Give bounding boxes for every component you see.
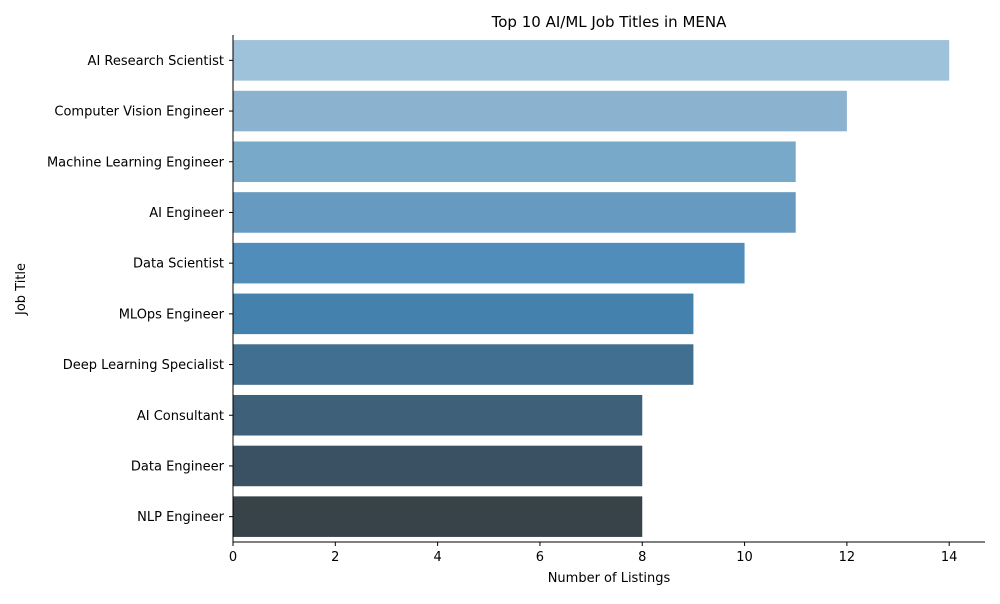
y-tick-label: NLP Engineer [137,510,224,525]
bar [233,445,643,487]
bar [233,242,745,284]
bar [233,90,847,132]
bar [233,141,796,183]
x-tick-label: 8 [638,550,646,565]
bar [233,344,694,385]
bar [233,394,643,436]
y-tick-label: Data Scientist [133,257,224,272]
x-tick-label: 6 [536,550,544,565]
x-tick-label: 12 [839,550,856,565]
bar [233,496,643,537]
y-tick-label: AI Research Scientist [88,54,224,69]
y-tick-label: Machine Learning Engineer [47,155,225,170]
x-tick-label: 10 [736,550,753,565]
y-tick-label: Data Engineer [131,459,225,474]
y-tick-label: AI Consultant [137,409,224,424]
y-tick-label: Computer Vision Engineer [54,105,224,120]
bars-group [233,40,950,537]
y-tick-label: AI Engineer [149,206,224,221]
axes-frame [232,35,985,543]
y-tick-label: Deep Learning Specialist [63,358,224,373]
x-tick-label: 14 [941,550,958,565]
x-axis-ticks: 0 2 4 6 8 10 12 14 [229,542,958,565]
chart-title: Top 10 AI/ML Job Titles in MENA [491,13,727,31]
x-tick-label: 2 [331,550,339,565]
y-axis-ticks: AI Research Scientist Computer Vision Eng… [47,54,233,525]
x-tick-label: 4 [433,550,441,565]
x-axis-label: Number of Listings [548,571,671,586]
y-tick-label: MLOps Engineer [119,307,225,322]
bar [233,192,796,233]
x-tick-label: 0 [229,550,237,565]
bar [233,293,694,335]
y-axis-label: Job Title [14,263,29,316]
bar [233,40,950,81]
